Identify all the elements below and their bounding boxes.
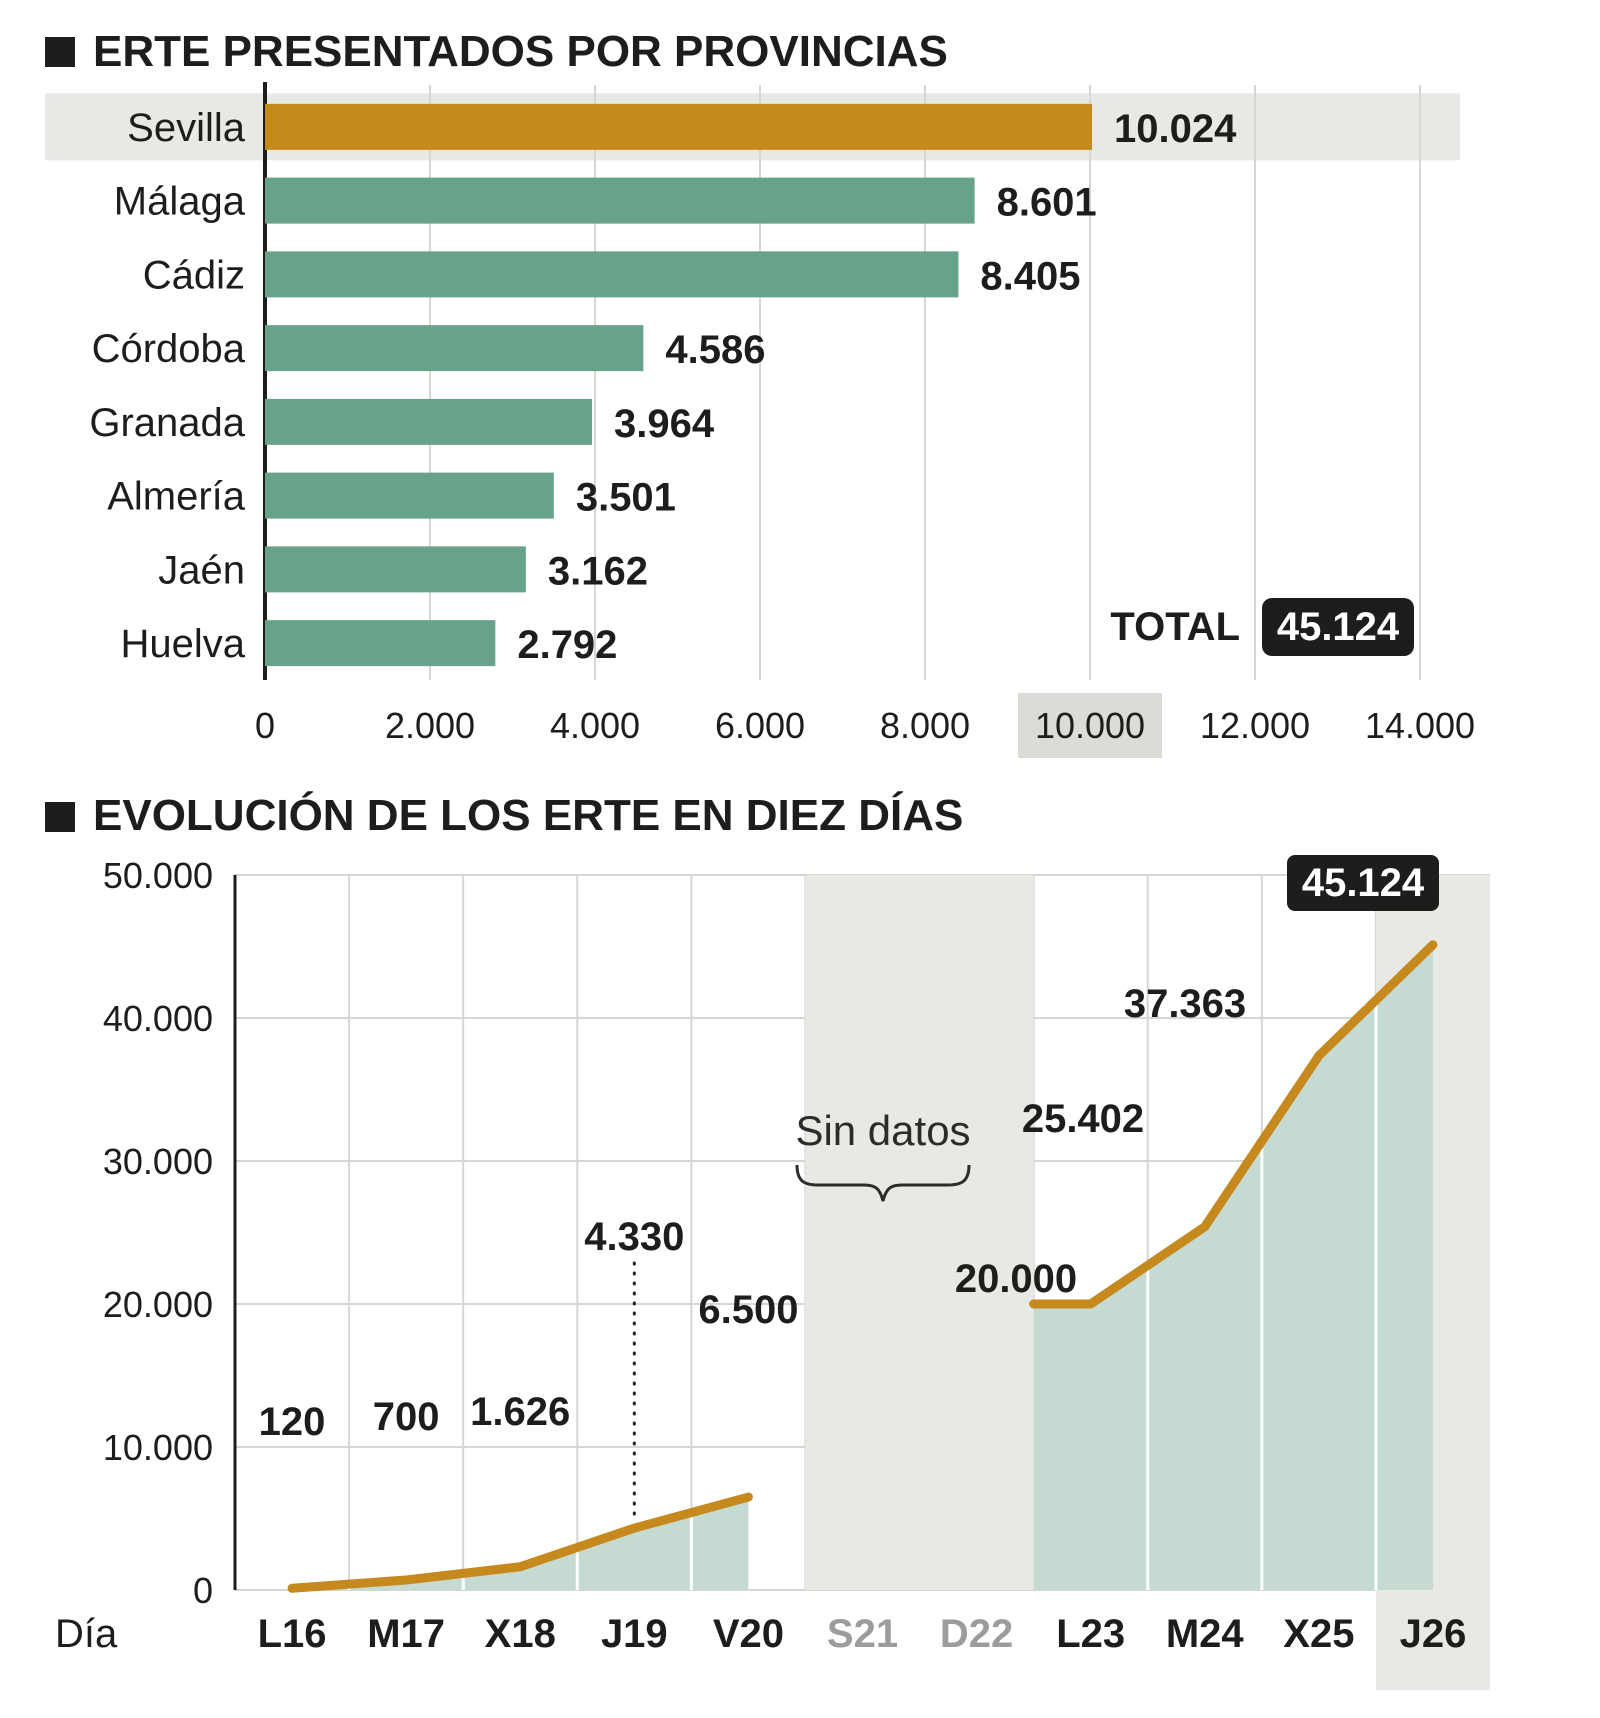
day-label: M24 xyxy=(1166,1612,1245,1656)
bar xyxy=(265,178,975,225)
evolution-line-chart: 0 10.000 20.000 30.000 40.000 50.000 120 700 1.6… xyxy=(55,854,1490,1690)
final-value-badge xyxy=(1287,854,1439,911)
bar xyxy=(265,620,496,667)
total-badge-value: 45.124 xyxy=(1277,605,1400,649)
point-label: 25.402 xyxy=(1022,1097,1144,1141)
category-label: Granada xyxy=(89,401,245,445)
provinces-title-text: ERTE PRESENTADOS POR PROVINCIAS xyxy=(93,27,948,76)
point-label: 37.363 xyxy=(1124,982,1246,1026)
bar xyxy=(265,104,1092,151)
x-tick-label: 0 xyxy=(255,705,275,746)
category-label: Sevilla xyxy=(127,106,246,150)
y-tick-label: 40.000 xyxy=(103,998,213,1039)
value-label: 3.501 xyxy=(576,476,676,520)
value-label: 2.792 xyxy=(517,624,617,668)
x-tick-label: 8.000 xyxy=(880,705,970,746)
final-badge-value: 45.124 xyxy=(1302,861,1425,905)
day-label: J19 xyxy=(601,1612,668,1656)
point-label: 120 xyxy=(259,1400,326,1444)
total-label: TOTAL xyxy=(1110,605,1240,649)
x-axis-title: Día xyxy=(55,1612,118,1656)
x-tick-label: 14.000 xyxy=(1365,705,1475,746)
title-bullet-icon xyxy=(45,801,75,832)
bar xyxy=(265,251,959,298)
y-tick-label: 10.000 xyxy=(103,1427,213,1468)
point-label: 4.330 xyxy=(584,1215,684,1259)
category-label: Málaga xyxy=(114,180,246,224)
provinces-section: ERTE PRESENTADOS POR PROVINCIAS Sevilla 1… xyxy=(0,27,1600,770)
value-label: 8.405 xyxy=(980,255,1080,299)
category-label: Huelva xyxy=(120,623,245,667)
bar xyxy=(265,546,526,593)
y-tick-label: 30.000 xyxy=(103,1141,213,1182)
provinces-bar-chart: Sevilla 10.024 Málaga 8.601 Cádiz 8.405 Córdob… xyxy=(45,82,1475,759)
total-badge xyxy=(1262,598,1414,657)
category-label: Córdoba xyxy=(92,328,246,372)
value-label: 3.964 xyxy=(614,402,715,446)
evolution-title-text: EVOLUCIÓN DE LOS ERTE EN DIEZ DÍAS xyxy=(93,791,964,841)
day-label: L16 xyxy=(258,1612,327,1656)
day-label: J26 xyxy=(1400,1612,1467,1656)
x-tick-label: 4.000 xyxy=(550,705,640,746)
day-label: S21 xyxy=(827,1612,898,1656)
day-label: V20 xyxy=(713,1612,784,1656)
y-tick-label: 50.000 xyxy=(103,855,213,896)
category-label: Jaén xyxy=(158,549,245,593)
trend-line xyxy=(287,1492,753,1593)
provinces-section-title: ERTE PRESENTADOS POR PROVINCIAS xyxy=(45,27,1600,76)
value-label: 3.162 xyxy=(548,550,648,594)
evolution-section: EVOLUCIÓN DE LOS ERTE EN DIEZ DÍAS 0 10.0… xyxy=(0,791,1600,1690)
day-label: X25 xyxy=(1283,1612,1354,1656)
title-bullet-icon xyxy=(45,37,75,68)
x-tick-label: 10.000 xyxy=(1035,705,1145,746)
value-label: 4.586 xyxy=(665,329,765,373)
brace-annotation xyxy=(795,1164,971,1202)
day-label: M17 xyxy=(367,1612,445,1656)
x-tick-label: 2.000 xyxy=(385,705,475,746)
tick-highlight-box xyxy=(1018,693,1162,759)
x-tick-label: 6.000 xyxy=(715,705,805,746)
point-label: 20.000 xyxy=(955,1257,1077,1301)
trend-line xyxy=(1029,940,1438,1309)
point-label: 700 xyxy=(373,1395,440,1439)
y-tick-label: 20.000 xyxy=(103,1284,213,1325)
bar xyxy=(265,325,644,372)
evolution-section-title: EVOLUCIÓN DE LOS ERTE EN DIEZ DÍAS xyxy=(45,791,1600,841)
point-label: 1.626 xyxy=(470,1390,570,1434)
category-label: Cádiz xyxy=(143,254,245,298)
value-label: 10.024 xyxy=(1114,107,1237,151)
point-label: 6.500 xyxy=(698,1288,798,1332)
bar xyxy=(265,399,593,446)
area-fill xyxy=(292,1496,749,1590)
area-fill xyxy=(1033,944,1433,1590)
bar xyxy=(265,473,554,520)
day-label: D22 xyxy=(940,1612,1013,1656)
day-label: L23 xyxy=(1056,1612,1125,1656)
no-data-label: Sin datos xyxy=(795,1107,970,1154)
value-label: 8.601 xyxy=(997,181,1097,225)
y-tick-label: 0 xyxy=(193,1570,213,1611)
x-tick-label: 12.000 xyxy=(1200,705,1310,746)
day-label: X18 xyxy=(485,1612,556,1656)
category-label: Almería xyxy=(107,475,246,519)
no-data-band xyxy=(805,874,1034,1590)
